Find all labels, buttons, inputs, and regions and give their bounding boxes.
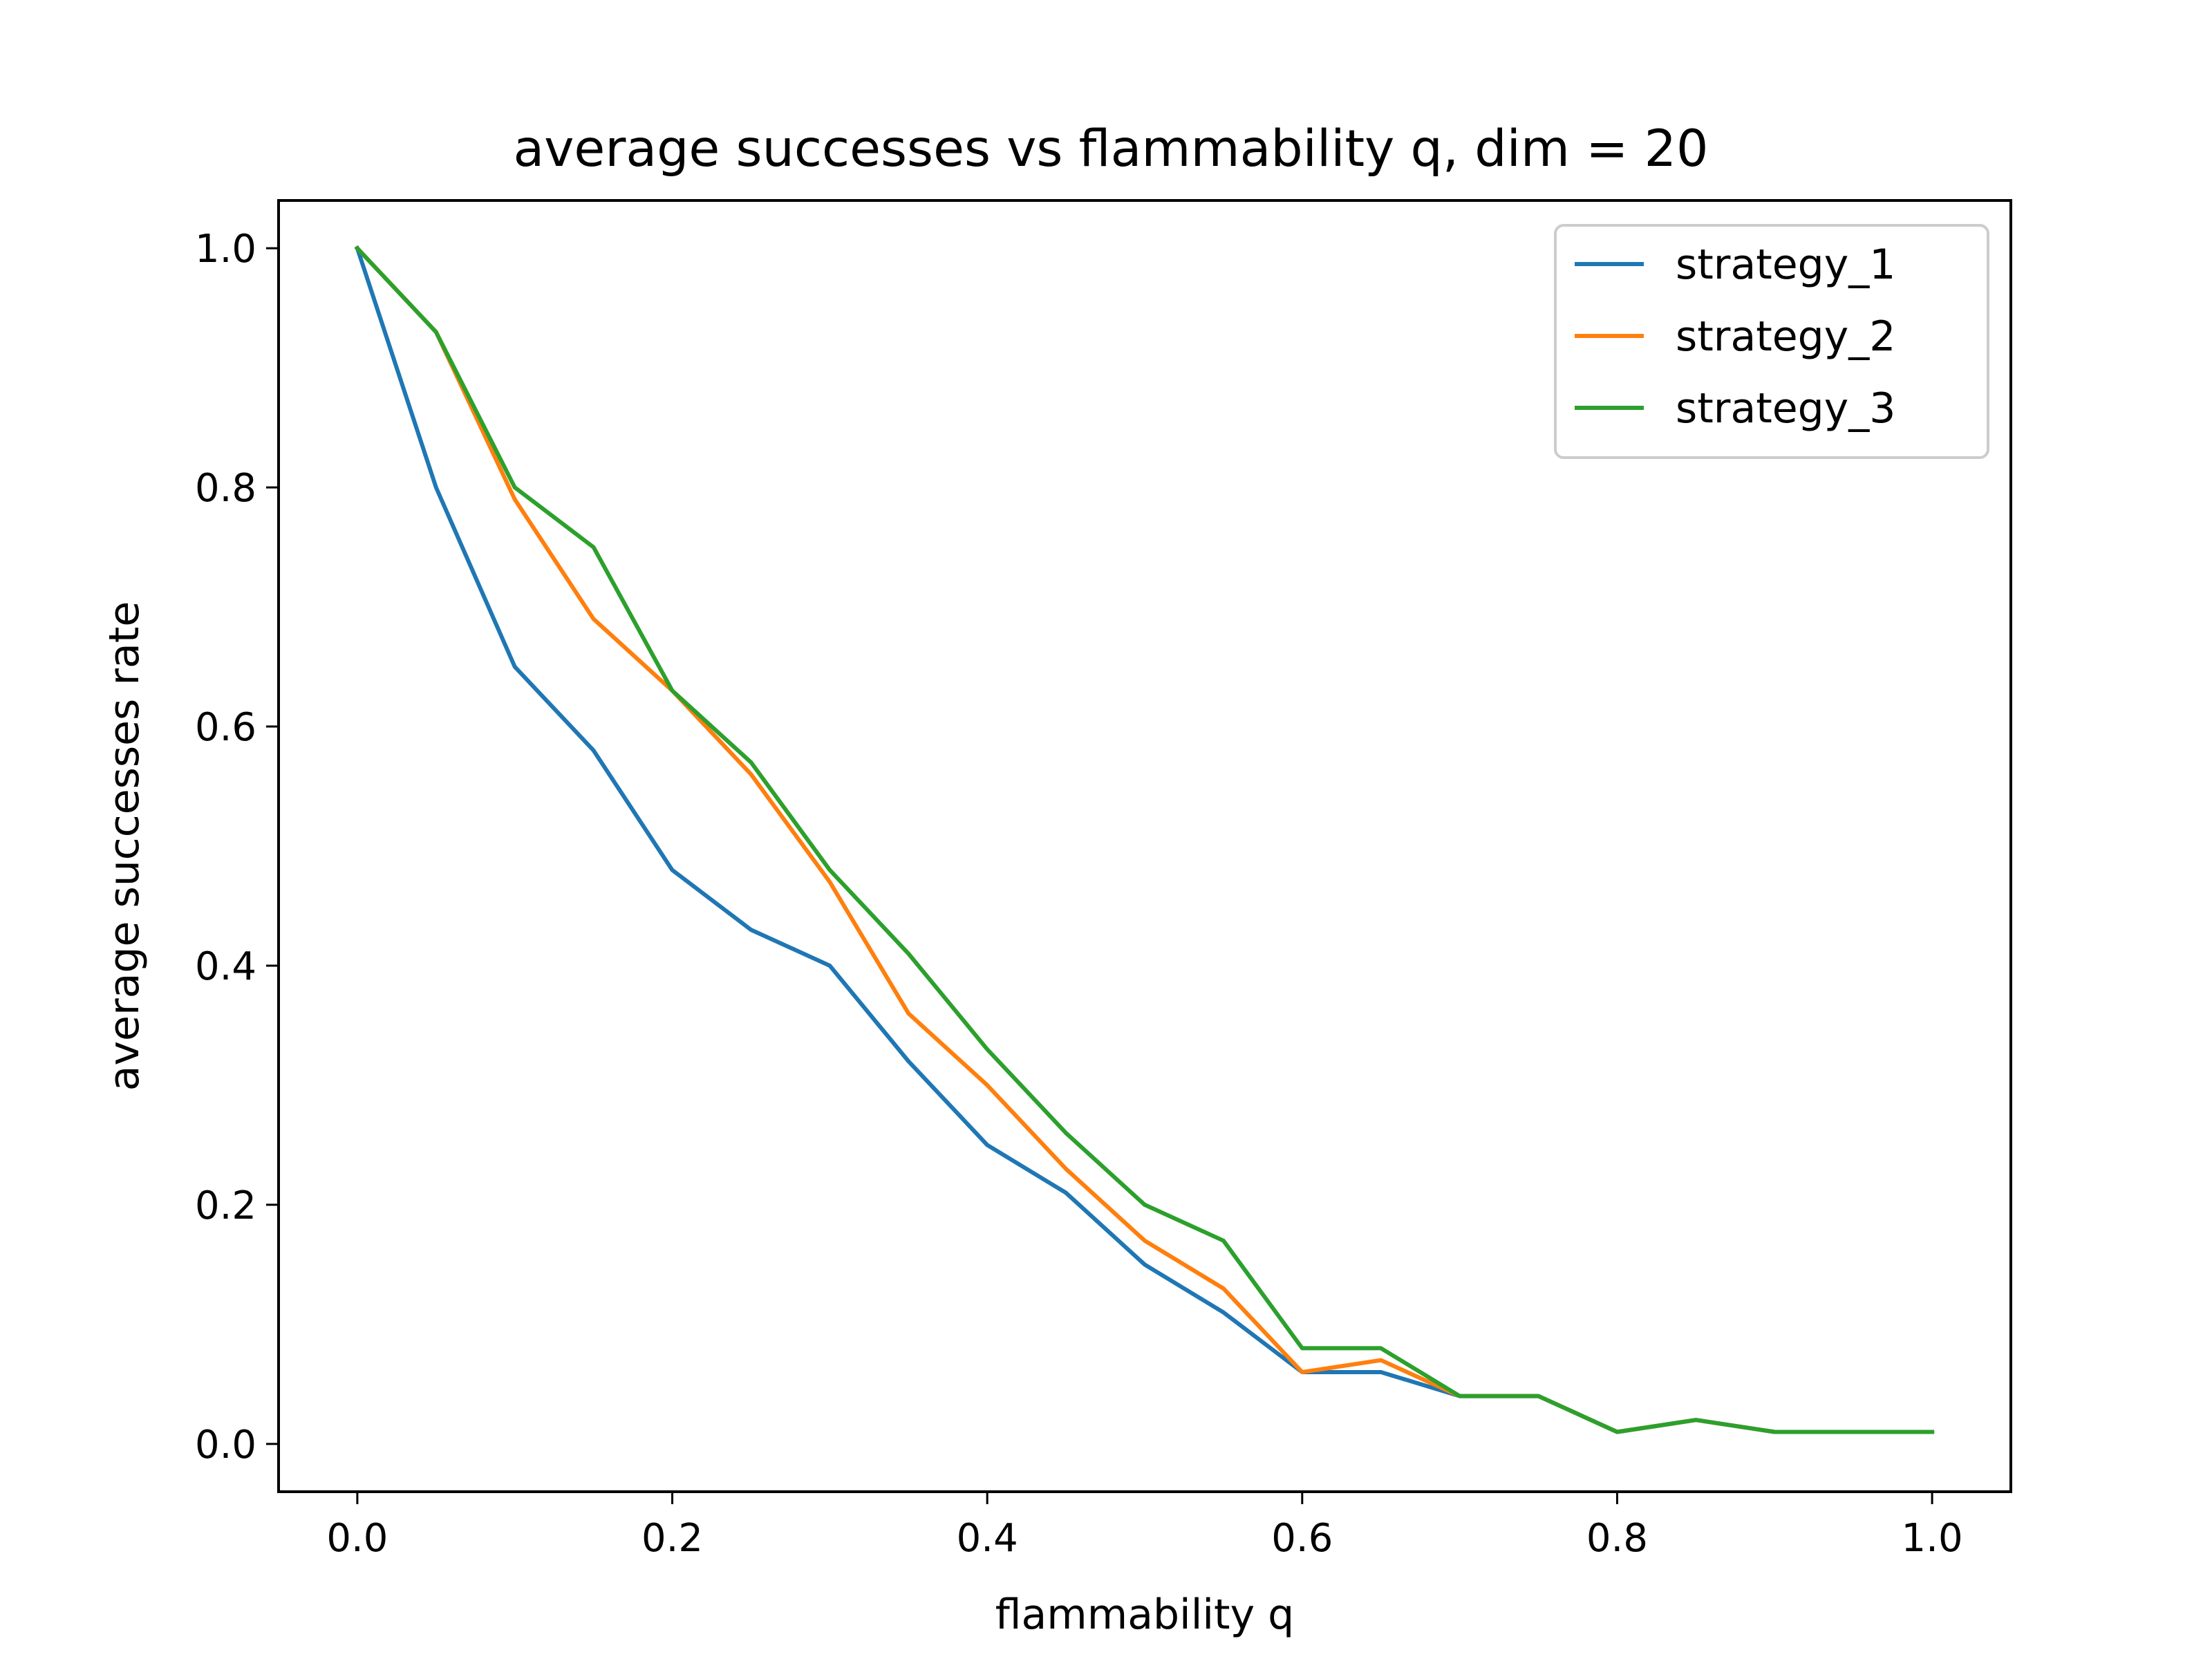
legend-box — [1554, 224, 1989, 459]
x-axis-ticks: 0.0 0.2 0.4 0.6 0.8 1.0 — [326, 1492, 1963, 1561]
y-tick-label: 0.2 — [195, 1183, 256, 1228]
legend-label-strategy_3: strategy_3 — [1676, 384, 1895, 433]
y-axis-label: average successes rate — [100, 601, 149, 1091]
series-line-strategy_3 — [354, 245, 1935, 1434]
y-tick-label: 0.0 — [195, 1423, 256, 1468]
legend-label-strategy_1: strategy_1 — [1676, 241, 1895, 289]
y-tick-label: 0.6 — [195, 705, 256, 750]
x-tick-label: 0.0 — [326, 1516, 388, 1561]
x-tick-label: 0.8 — [1586, 1516, 1648, 1561]
x-tick-label: 1.0 — [1902, 1516, 1963, 1561]
x-tick-label: 0.6 — [1271, 1516, 1333, 1561]
series-layer — [354, 245, 1935, 1434]
y-tick-label: 0.4 — [195, 944, 256, 989]
chart-title: average successes vs flammability q, dim… — [513, 120, 1708, 178]
y-tick-label: 0.8 — [195, 466, 256, 511]
legend: strategy_1 strategy_2 strategy_3 — [1554, 224, 1989, 459]
plot-frame — [277, 199, 2012, 1493]
y-tick-label: 1.0 — [195, 227, 256, 272]
x-tick-label: 0.2 — [641, 1516, 703, 1561]
x-axis-label: flammability q — [995, 1591, 1295, 1639]
legend-label-strategy_2: strategy_2 — [1676, 312, 1895, 361]
y-axis-ticks: 0.0 0.2 0.4 0.6 0.8 1.0 — [195, 227, 279, 1468]
x-tick-label: 0.4 — [957, 1516, 1018, 1561]
